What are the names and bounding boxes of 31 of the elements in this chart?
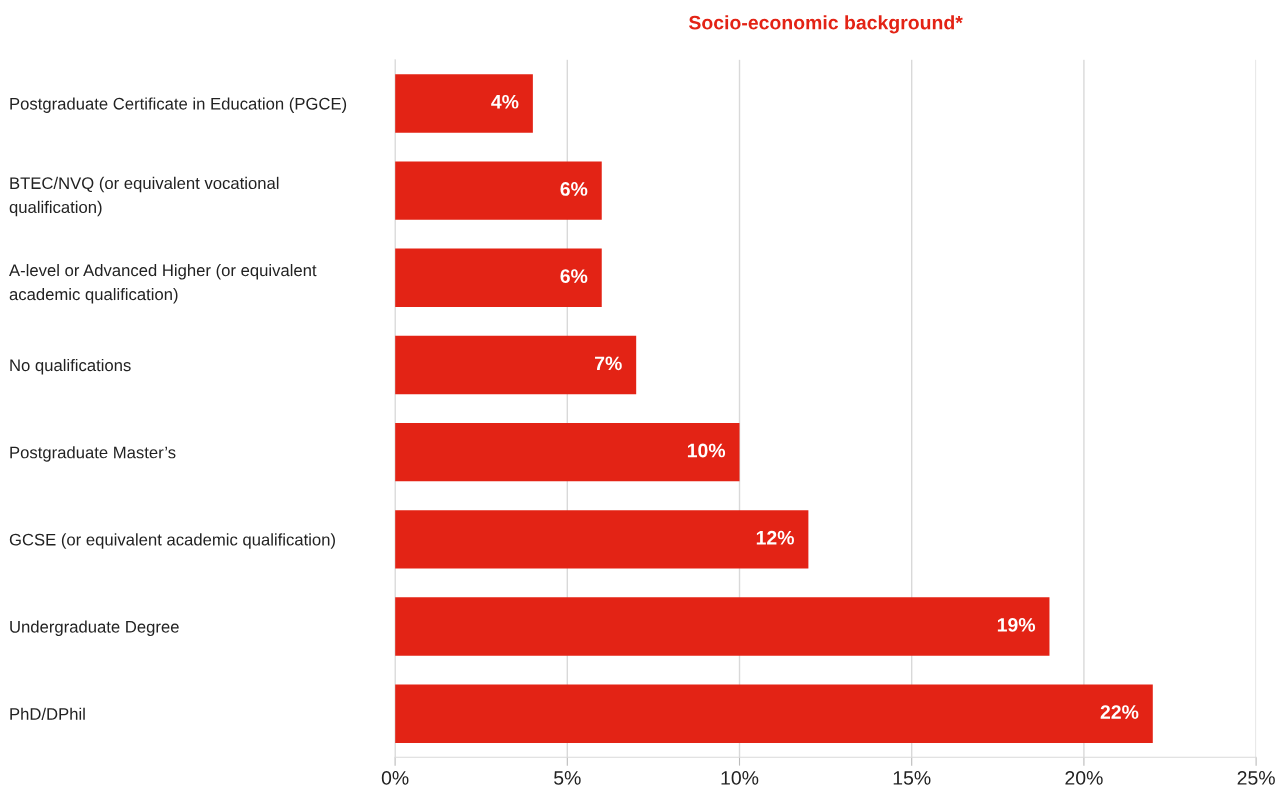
bar — [395, 510, 809, 569]
y-tick-label: Postgraduate Certificate in Education (PGCE) — [10, 97, 347, 113]
x-tick-label: 5% — [554, 771, 581, 785]
y-tick-label: Postgraduate Master’s — [10, 446, 176, 462]
data-label: 7% — [595, 356, 622, 371]
bar — [395, 684, 1153, 743]
y-tick-label: Undergraduate Degree — [10, 620, 179, 637]
data-label: 12% — [756, 530, 794, 545]
x-tick-label: 20% — [1065, 771, 1103, 785]
bar — [395, 248, 602, 308]
data-label: 10% — [687, 443, 726, 458]
data-label: 22% — [1100, 705, 1139, 719]
bar — [395, 161, 602, 220]
y-tick-label: A-level or Advanced Higher (or equivalent academic qualification) — [9, 264, 317, 304]
x-tick-label: 15% — [893, 771, 931, 785]
y-tick-label: No qualifications — [10, 358, 131, 375]
y-tick-label: PhD/DPhil — [10, 707, 85, 720]
bar — [395, 335, 637, 395]
data-label: 19% — [997, 617, 1036, 632]
data-label: 6% — [560, 269, 588, 284]
x-tick-label: 0% — [381, 771, 409, 785]
data-label: 4% — [491, 94, 519, 109]
x-tick-label: 25% — [1237, 771, 1275, 785]
chart-title: Socio-economic background* — [688, 15, 963, 34]
bar — [395, 422, 740, 482]
bar — [395, 74, 533, 133]
y-tick-label: BTEC/NVQ (or equivalent vocational qualification) — [9, 176, 279, 217]
x-tick-label: 10% — [721, 771, 759, 785]
bar — [395, 597, 1050, 656]
data-label: 6% — [560, 182, 588, 196]
y-tick-label: GCSE (or equivalent academic qualification) — [9, 533, 335, 549]
